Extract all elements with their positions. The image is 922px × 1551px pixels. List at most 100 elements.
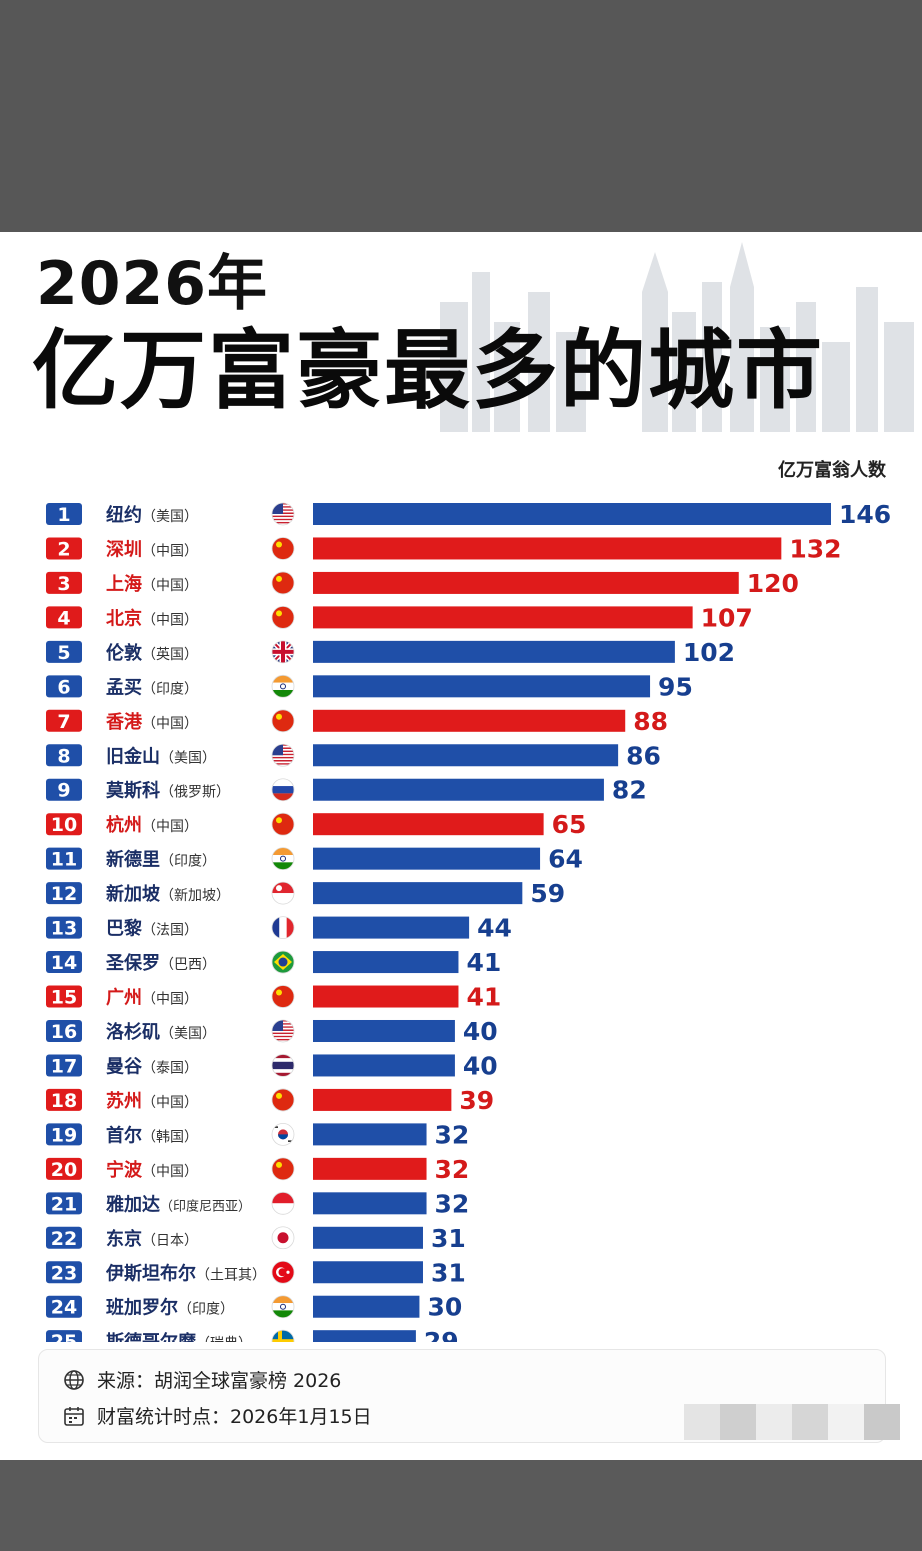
value-label: 88	[633, 707, 668, 736]
city-name: 宁波	[106, 1159, 143, 1181]
cn-flag-icon	[271, 1157, 295, 1181]
bar	[313, 1088, 452, 1111]
bar	[313, 709, 626, 732]
svg-text:伊斯坦布尔（土耳其）: 伊斯坦布尔（土耳其）	[105, 1262, 266, 1284]
rank-number: 6	[57, 676, 70, 698]
rank-badge	[46, 1123, 82, 1146]
country-name: （中国）	[142, 819, 198, 835]
svg-text:圣保罗（巴西）: 圣保罗（巴西）	[105, 952, 216, 974]
country-name: （中国）	[142, 612, 198, 628]
value-label: 64	[548, 845, 583, 874]
chart-row-16: 16 洛杉矶（美国） 40	[46, 1017, 498, 1046]
country-name: （韩国）	[142, 1129, 198, 1145]
value-label: 65	[552, 810, 587, 839]
chart-row-23: 23 伊斯坦布尔（土耳其） 31	[46, 1258, 466, 1287]
rank-number: 4	[57, 607, 70, 629]
rank-number: 22	[51, 1228, 77, 1250]
rank-number: 3	[57, 573, 70, 595]
svg-text:新德里（印度）: 新德里（印度）	[106, 849, 216, 871]
rank-badge	[46, 1261, 82, 1284]
city-name: 巴黎	[106, 918, 142, 940]
country-name: （中国）	[142, 1164, 198, 1180]
source-row: 来源：胡润全球富豪榜 2026	[63, 1366, 341, 1393]
city-name: 班加罗尔	[106, 1297, 178, 1319]
city-name: 首尔	[106, 1124, 142, 1146]
city-name: 新德里	[106, 849, 160, 871]
top-dark-band	[0, 0, 922, 232]
country-name: （印度）	[142, 681, 198, 697]
chart-row-3: 3 上海（中国） 120	[46, 569, 799, 598]
chart-row-18: 18 苏州（中国） 39	[46, 1086, 494, 1115]
value-label: 82	[612, 776, 647, 805]
rank-number: 8	[57, 745, 70, 767]
rank-number: 7	[57, 711, 70, 733]
svg-text:宁波（中国）: 宁波（中国）	[106, 1159, 198, 1181]
chart-row-22: 22 东京（日本） 31	[46, 1224, 466, 1253]
bar	[313, 813, 544, 836]
city-name: 莫斯科	[105, 780, 160, 802]
jp-flag-icon	[271, 1226, 295, 1250]
rank-number: 5	[57, 642, 70, 664]
title-year: 2026年	[36, 249, 268, 319]
cn-flag-icon	[271, 985, 295, 1008]
city-name: 杭州	[106, 814, 142, 836]
city-name: 上海	[106, 573, 142, 595]
calendar-icon	[64, 1406, 84, 1426]
value-label: 132	[789, 534, 841, 563]
country-name: （俄罗斯）	[160, 785, 230, 801]
bar	[313, 606, 693, 629]
country-name: （中国）	[142, 992, 198, 1008]
rank-badge	[46, 744, 82, 767]
rank-number: 14	[51, 952, 77, 974]
rank-badge	[46, 1054, 82, 1077]
chart-row-2: 2 深圳（中国） 132	[46, 534, 842, 563]
globe-icon	[64, 1369, 84, 1390]
in-flag-icon	[271, 1295, 295, 1319]
svg-text:东京（日本）: 东京（日本）	[106, 1228, 198, 1250]
rank-badge	[46, 1157, 82, 1180]
bar	[313, 882, 523, 905]
city-name: 新加坡	[106, 883, 161, 905]
value-label: 29	[424, 1327, 459, 1342]
value-label: 40	[463, 1017, 498, 1046]
value-label: 41	[466, 983, 501, 1012]
watermark-mosaic	[684, 1404, 900, 1440]
chart-row-5: 5 伦敦（英国） 102	[46, 638, 735, 667]
country-name: （新加坡）	[160, 888, 230, 904]
value-label: 31	[431, 1258, 466, 1287]
us-flag-icon	[271, 743, 295, 767]
bar	[313, 675, 651, 698]
chart-row-1: 1 纽约（美国） 146	[46, 500, 891, 529]
bar	[313, 951, 459, 974]
se-flag-icon	[271, 1329, 295, 1342]
country-name: （中国）	[142, 716, 198, 732]
svg-text:巴黎（法国）: 巴黎（法国）	[106, 918, 198, 940]
chart-row-19: 19 首尔（韩国） 32	[46, 1120, 469, 1149]
sg-flag-icon	[271, 881, 295, 905]
svg-text:曼谷（泰国）: 曼谷（泰国）	[106, 1056, 198, 1077]
country-name: （泰国）	[142, 1060, 198, 1076]
value-label: 95	[658, 672, 693, 701]
svg-text:伦敦（英国）: 伦敦（英国）	[106, 642, 198, 664]
country-name: （中国）	[142, 543, 198, 559]
svg-text:旧金山（美国）: 旧金山（美国）	[106, 745, 216, 767]
city-name: 深圳	[106, 538, 142, 560]
city-name: 伦敦	[106, 642, 143, 664]
bar	[313, 1019, 455, 1042]
city-name: 东京	[106, 1228, 142, 1250]
svg-text:斯德哥尔摩（瑞典）: 斯德哥尔摩（瑞典）	[106, 1331, 252, 1342]
country-name: （印度）	[160, 854, 216, 870]
rank-badge	[46, 985, 82, 1008]
city-name: 雅加达	[105, 1193, 160, 1215]
source-text: 来源：胡润全球富豪榜 2026	[97, 1370, 342, 1392]
rank-badge	[46, 537, 82, 560]
id-flag-icon	[271, 1191, 295, 1215]
bar	[313, 916, 470, 939]
country-name: （日本）	[142, 1233, 198, 1249]
infographic-poster: 2026年 亿万富豪最多的城市 亿万富翁人数 1 纽约（美国） 146 2 深圳（中国）…	[0, 232, 922, 1460]
rank-number: 9	[57, 780, 70, 802]
country-name: （巴西）	[160, 957, 216, 973]
svg-text:北京（中国）: 北京（中国）	[106, 607, 198, 629]
chart-row-11: 11 新德里（印度） 64	[46, 845, 583, 874]
bar	[313, 778, 604, 801]
